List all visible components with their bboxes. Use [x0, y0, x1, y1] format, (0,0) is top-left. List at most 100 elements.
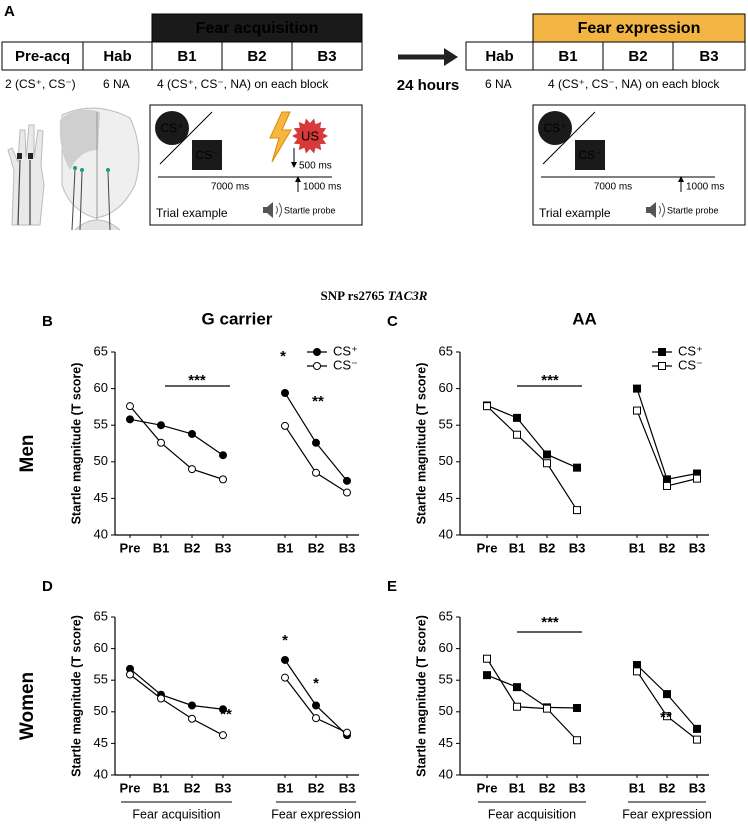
- legend-label: CS⁺: [333, 343, 358, 358]
- significance: ***: [541, 372, 559, 389]
- y-tick-label: 50: [94, 453, 108, 468]
- y-tick-label: 55: [94, 417, 108, 432]
- x-tick-label: B3: [689, 780, 706, 795]
- panel-label: C: [387, 313, 398, 330]
- y-tick-label: 55: [94, 672, 108, 687]
- us-arrowhead: [291, 162, 297, 168]
- data-point: [513, 683, 521, 692]
- data-point: [188, 714, 196, 723]
- significance: *: [282, 632, 288, 649]
- data-point: [343, 728, 351, 737]
- data-point: [633, 384, 641, 393]
- y-tick-label: 55: [439, 672, 453, 687]
- x-tick-label: B1: [277, 780, 294, 795]
- y-tick-label: 45: [439, 735, 453, 750]
- legend-label: CS⁺: [678, 343, 703, 358]
- shock-icon: [269, 111, 292, 163]
- data-point: [157, 438, 165, 447]
- block-note: 4 (CS⁺, CS⁻, NA) on each block: [157, 77, 329, 91]
- figure-title: SNP rs2765 TAC3R: [321, 288, 428, 303]
- data-point: [219, 731, 227, 740]
- data-point: [343, 476, 351, 485]
- significance: **: [660, 709, 672, 726]
- block-label: B2: [247, 48, 266, 65]
- x-tick-label: B3: [689, 540, 706, 555]
- data-point: [513, 413, 521, 422]
- block-cell: [221, 41, 293, 71]
- block-label: B3: [699, 48, 718, 65]
- data-point: [483, 671, 491, 680]
- x-tick-label: B2: [184, 780, 201, 795]
- cs-plus-symbol: [538, 111, 572, 145]
- data-point: [573, 463, 581, 472]
- y-tick-label: 65: [94, 343, 108, 358]
- speaker-icon: [263, 202, 273, 218]
- block-note: 4 (CS⁺, CS⁻, NA) on each block: [548, 77, 720, 91]
- data-point: [126, 402, 134, 411]
- y-axis-title: Startle magnitude (T score): [414, 615, 428, 777]
- x-tick-label: B1: [277, 540, 294, 555]
- cs-plus-label: CS⁺: [160, 121, 183, 135]
- data-point: [573, 736, 581, 745]
- data-point: [663, 690, 671, 699]
- block-label: B1: [558, 48, 577, 65]
- probe-label: Startle probe: [667, 205, 719, 215]
- y-tick-label: 40: [94, 766, 108, 781]
- y-tick-label: 45: [94, 735, 108, 750]
- y-tick-label: 50: [94, 703, 108, 718]
- x-tick-label: B2: [659, 780, 676, 795]
- iti-label: 7000 ms: [211, 182, 249, 193]
- x-tick-label: B1: [629, 540, 646, 555]
- x-tick-label: B3: [339, 780, 356, 795]
- significance: *: [313, 675, 319, 692]
- legend-marker: [658, 348, 666, 356]
- block-cell: [291, 41, 363, 71]
- x-tick-label: B2: [308, 780, 325, 795]
- data-point: [633, 406, 641, 415]
- data-point: [219, 475, 227, 484]
- x-tick-label: B1: [509, 540, 526, 555]
- panel-label: A: [4, 3, 15, 20]
- y-tick-label: 55: [439, 417, 453, 432]
- block-label: B1: [177, 48, 196, 65]
- x-tick-label: B3: [569, 780, 586, 795]
- legend-marker: [313, 348, 321, 356]
- probe-arrowhead: [678, 176, 684, 182]
- block-cell: [672, 41, 746, 71]
- probe-time: 1000 ms: [303, 182, 341, 193]
- participant-illustration: [7, 107, 140, 231]
- data-point: [573, 506, 581, 515]
- speaker-icon: [646, 202, 656, 218]
- legend-label: CS⁻: [333, 357, 358, 372]
- cs-plus-label: CS⁺: [543, 121, 566, 135]
- data-point: [312, 438, 320, 447]
- x-tick-label: B3: [569, 540, 586, 555]
- y-tick-label: 45: [94, 490, 108, 505]
- data-point: [343, 488, 351, 497]
- panel-label: D: [42, 578, 53, 595]
- block-cell: [602, 41, 674, 71]
- data-point: [513, 702, 521, 711]
- cs-minus-label: CS⁻: [195, 148, 218, 162]
- block-label: Hab: [485, 48, 513, 65]
- phase-header: Fear acquisition: [196, 20, 319, 37]
- data-point: [693, 724, 701, 733]
- data-point: [126, 670, 134, 679]
- x-tick-label: B3: [215, 780, 232, 795]
- gene-name: TAC3R: [388, 288, 428, 303]
- block-label: B3: [317, 48, 336, 65]
- legend-marker: [313, 362, 321, 370]
- y-axis-title: Startle magnitude (T score): [69, 363, 83, 525]
- data-point: [281, 388, 289, 397]
- y-tick-label: 60: [439, 380, 453, 395]
- y-tick-label: 60: [94, 380, 108, 395]
- x-tick-label: B1: [153, 780, 170, 795]
- legend-marker: [658, 362, 666, 370]
- data-point: [126, 415, 134, 424]
- series-line: [129, 405, 348, 494]
- cs-plus-symbol: [155, 111, 189, 145]
- data-point: [483, 654, 491, 663]
- data-point: [157, 694, 165, 703]
- y-tick-label: 65: [94, 608, 108, 623]
